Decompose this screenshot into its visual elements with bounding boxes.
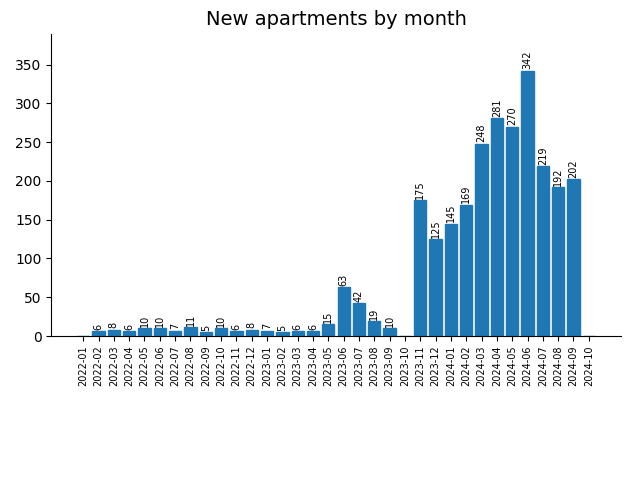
Text: 10: 10 <box>155 314 165 327</box>
Bar <box>138 328 150 336</box>
Bar <box>537 166 549 336</box>
Text: 7: 7 <box>262 323 272 329</box>
Text: 192: 192 <box>553 167 563 186</box>
Text: 11: 11 <box>186 313 195 326</box>
Bar <box>123 331 135 336</box>
Bar <box>322 324 335 336</box>
Bar <box>337 287 350 336</box>
Bar <box>552 187 564 336</box>
Bar <box>353 303 365 336</box>
Title: New apartments by month: New apartments by month <box>205 10 467 29</box>
Text: 281: 281 <box>492 98 502 117</box>
Bar <box>429 239 442 336</box>
Text: 175: 175 <box>415 180 425 199</box>
Bar <box>567 180 580 336</box>
Text: 15: 15 <box>323 311 333 323</box>
Bar <box>230 331 243 336</box>
Text: 145: 145 <box>446 204 456 222</box>
Bar <box>292 331 304 336</box>
Text: 219: 219 <box>538 146 548 165</box>
Text: 248: 248 <box>477 124 486 142</box>
Bar <box>383 328 396 336</box>
Bar <box>200 332 212 336</box>
Text: 270: 270 <box>507 107 517 125</box>
Bar <box>522 71 534 336</box>
Text: 6: 6 <box>93 324 104 330</box>
Text: 6: 6 <box>308 324 318 330</box>
Bar <box>506 127 518 336</box>
Text: 6: 6 <box>232 324 241 330</box>
Text: 202: 202 <box>568 159 579 178</box>
Bar <box>368 321 380 336</box>
Bar <box>307 331 319 336</box>
Bar <box>92 331 105 336</box>
Text: 42: 42 <box>354 289 364 302</box>
Bar <box>414 200 426 336</box>
Bar <box>108 330 120 336</box>
Text: 342: 342 <box>522 51 532 69</box>
Text: 10: 10 <box>385 314 395 327</box>
Bar <box>169 331 181 336</box>
Bar <box>154 328 166 336</box>
Text: 5: 5 <box>277 324 287 331</box>
Bar <box>491 118 503 336</box>
Text: 5: 5 <box>201 324 211 331</box>
Bar <box>184 327 196 336</box>
Text: 63: 63 <box>339 273 349 286</box>
Bar <box>460 205 472 336</box>
Bar <box>276 332 289 336</box>
Text: 8: 8 <box>109 322 119 328</box>
Bar <box>445 224 457 336</box>
Text: 125: 125 <box>431 219 440 238</box>
Text: 19: 19 <box>369 308 380 320</box>
Bar <box>215 328 227 336</box>
Text: 6: 6 <box>124 324 134 330</box>
Bar <box>476 144 488 336</box>
Text: 6: 6 <box>292 324 303 330</box>
Text: 7: 7 <box>170 323 180 329</box>
Text: 8: 8 <box>247 322 257 328</box>
Bar <box>246 330 258 336</box>
Text: 10: 10 <box>216 314 226 327</box>
Bar <box>261 331 273 336</box>
Text: 169: 169 <box>461 185 471 204</box>
Text: 10: 10 <box>140 314 150 327</box>
